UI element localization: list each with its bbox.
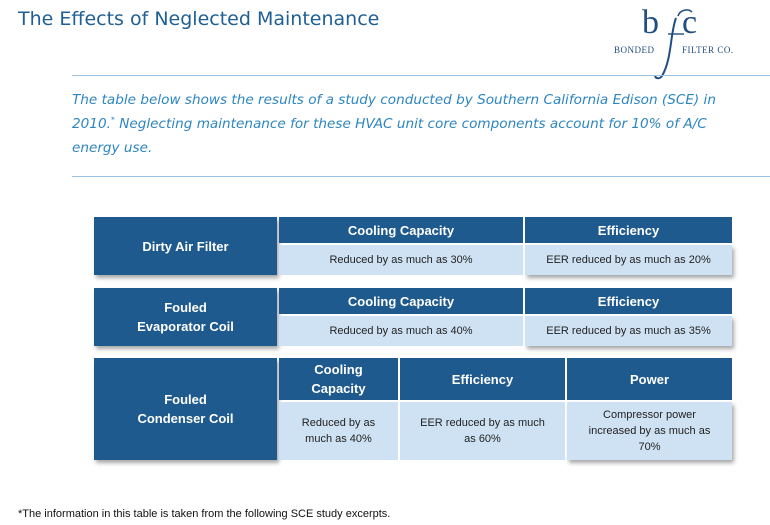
value-power-row3: Compressor power increased by as much as…	[567, 402, 732, 460]
value-line2: much as 40%	[305, 433, 372, 445]
divider-top	[72, 75, 770, 76]
header-efficiency-row1: Efficiency	[525, 217, 732, 243]
logo-word-bonded: BONDED	[614, 45, 655, 55]
value-line1: EER reduced by as much	[420, 417, 545, 429]
value-efficiency-row2: EER reduced by as much as 35%	[525, 316, 732, 346]
value-line1: Compressor power	[603, 409, 696, 421]
logo-letter-c: c	[682, 4, 698, 41]
header-line1: Cooling	[314, 362, 363, 377]
header-cooling-capacity-row2: Cooling Capacity	[279, 288, 523, 314]
header-cooling-capacity-row3: Cooling Capacity	[279, 358, 398, 400]
row-label-line2: Condenser Coil	[137, 411, 234, 426]
company-logo: b c BONDED FILTER CO.	[606, 4, 756, 80]
value-efficiency-row1: EER reduced by as much as 20%	[525, 245, 732, 275]
value-line3: 70%	[638, 441, 661, 453]
footnote-text: *The information in this table is taken …	[18, 508, 391, 520]
logo-swash-icon	[654, 9, 693, 80]
row-label-fouled-condenser-coil: Fouled Condenser Coil	[94, 358, 277, 460]
header-line2: Capacity	[311, 381, 366, 396]
row-label-line2: Evaporator Coil	[137, 319, 234, 334]
row-label-text: Dirty Air Filter	[142, 238, 229, 254]
row-label-line1: Fouled	[164, 300, 207, 315]
header-efficiency-row2: Efficiency	[525, 288, 732, 314]
logo-letter-b: b	[642, 4, 659, 41]
logo-word-filter-co: FILTER CO.	[682, 45, 734, 55]
header-cooling-capacity-row1: Cooling Capacity	[279, 217, 523, 243]
header-efficiency-row3: Efficiency	[400, 358, 565, 400]
value-line1: Reduced by as	[301, 417, 376, 429]
intro-text-part1: The table below shows the results of a s…	[72, 92, 716, 132]
value-cooling-row1: Reduced by as much as 30%	[279, 245, 523, 275]
intro-text-part2: Neglecting maintenance for these HVAC un…	[72, 116, 707, 156]
intro-footnote-mark: *	[110, 115, 115, 125]
value-cooling-row2: Reduced by as much as 40%	[279, 316, 523, 346]
row-label-line1: Fouled	[164, 392, 207, 407]
page-title: The Effects of Neglected Maintenance	[18, 8, 380, 30]
divider-bottom	[72, 176, 770, 177]
value-line2: increased by as much as	[588, 425, 711, 437]
row-label-fouled-evaporator-coil: Fouled Evaporator Coil	[94, 288, 277, 346]
value-line2: as 60%	[464, 433, 501, 445]
value-efficiency-row3: EER reduced by as much as 60%	[400, 402, 565, 460]
row-label-dirty-air-filter: Dirty Air Filter	[94, 217, 277, 275]
value-cooling-row3: Reduced by as much as 40%	[279, 402, 398, 460]
intro-paragraph: The table below shows the results of a s…	[72, 88, 742, 160]
header-power-row3: Power	[567, 358, 732, 400]
